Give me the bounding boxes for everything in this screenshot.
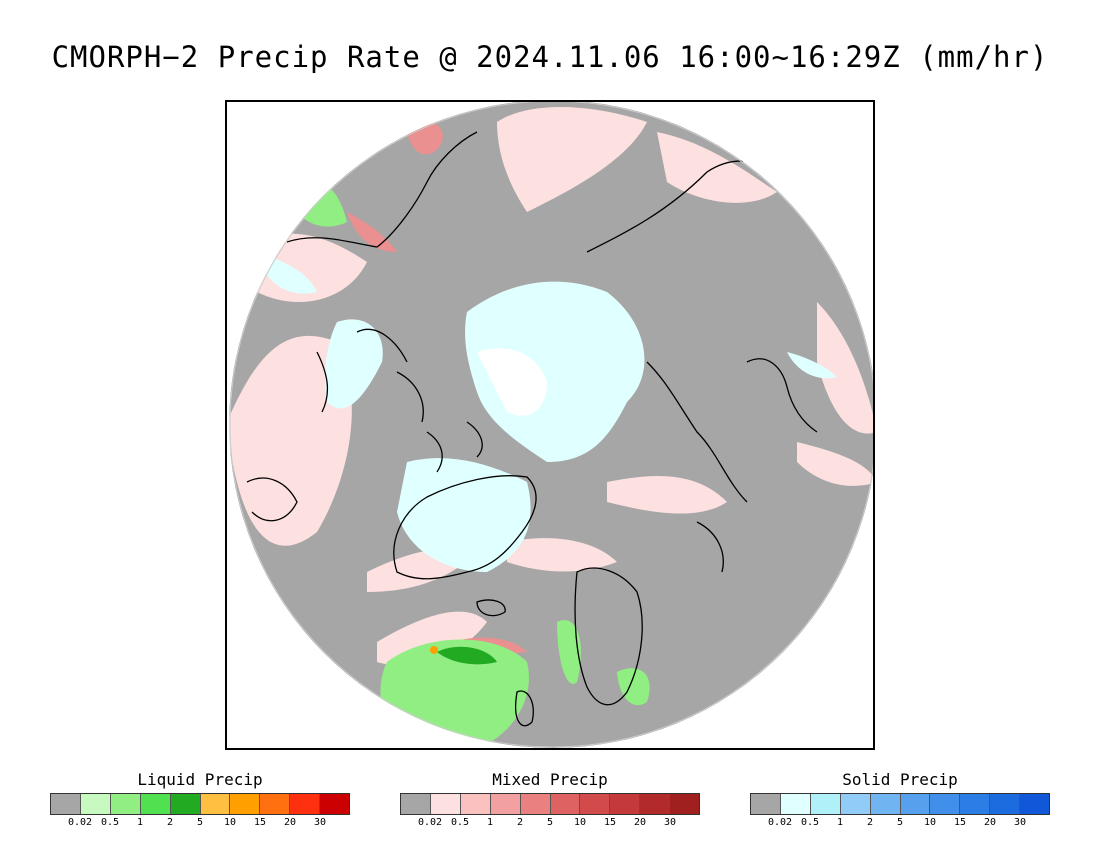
legend-tick-label: 0.02 bbox=[767, 817, 793, 828]
color-bar bbox=[750, 793, 1050, 815]
tick-labels: 0.02 0.5 1 2 5 10 15 20 30 bbox=[50, 815, 350, 831]
legend-tick-label: 1 bbox=[486, 817, 494, 828]
legend-title: Solid Precip bbox=[842, 770, 958, 789]
legend-tick-label: 0.02 bbox=[67, 817, 93, 828]
legend-swatch bbox=[751, 794, 781, 814]
legend-tick-label: 0.02 bbox=[417, 817, 443, 828]
legend-solid: Solid Precip 0.02 0.5 1 2 5 10 15 20 30 bbox=[750, 770, 1050, 831]
legend-swatch bbox=[320, 794, 350, 814]
legend-tick-label: 5 bbox=[896, 817, 904, 828]
legend-swatch bbox=[401, 794, 431, 814]
tick-labels: 0.02 0.5 1 2 5 10 15 20 30 bbox=[750, 815, 1050, 831]
legend-tick-label: 1 bbox=[136, 817, 144, 828]
polar-map-svg bbox=[229, 102, 873, 748]
legend-swatch bbox=[990, 794, 1021, 814]
legend-tick-label: 20 bbox=[633, 817, 647, 828]
legend-mixed: Mixed Precip 0.02 0.5 1 2 5 10 15 20 30 bbox=[400, 770, 700, 831]
legend-tick-label: 30 bbox=[663, 817, 677, 828]
legend-swatch bbox=[200, 794, 231, 814]
map-title: CMORPH−2 Precip Rate @ 2024.11.06 16:00~… bbox=[51, 40, 1049, 74]
precip-map[interactable] bbox=[225, 100, 875, 750]
legend-tick-label: 2 bbox=[866, 817, 874, 828]
legend-swatch bbox=[550, 794, 581, 814]
alaska-coast bbox=[286, 131, 478, 248]
legend-liquid: Liquid Precip 0.02 0.5 1 2 5 10 15 20 30 bbox=[50, 770, 350, 831]
russia-north-coast bbox=[696, 358, 818, 573]
legend-tick-label: 15 bbox=[953, 817, 967, 828]
legend-swatch bbox=[490, 794, 521, 814]
legend-tick-label: 0.5 bbox=[450, 817, 470, 828]
legend-tick-label: 30 bbox=[313, 817, 327, 828]
legend-swatch bbox=[580, 794, 611, 814]
legend-tick-label: 1 bbox=[836, 817, 844, 828]
legend-swatch bbox=[780, 794, 811, 814]
legend-swatch bbox=[460, 794, 491, 814]
legend-swatch bbox=[870, 794, 901, 814]
britain-coast bbox=[515, 690, 534, 727]
scandinavia-coast bbox=[574, 567, 643, 706]
legend-tick-label: 15 bbox=[253, 817, 267, 828]
legend-swatch bbox=[170, 794, 201, 814]
greenland-coast bbox=[393, 475, 537, 580]
legend-tick-label: 15 bbox=[603, 817, 617, 828]
legend-tick-label: 20 bbox=[283, 817, 297, 828]
map-disc-edge bbox=[229, 102, 873, 748]
legend-swatch bbox=[960, 794, 991, 814]
polar-data-gap bbox=[477, 348, 547, 416]
legend-title: Liquid Precip bbox=[137, 770, 263, 789]
liquid-precip-heavy bbox=[430, 646, 438, 654]
legend-tick-label: 5 bbox=[196, 817, 204, 828]
legend-tick-label: 20 bbox=[983, 817, 997, 828]
legend-swatch bbox=[610, 794, 641, 814]
canada-archipelago bbox=[316, 328, 483, 473]
legend-tick-label: 10 bbox=[923, 817, 937, 828]
legend-swatch bbox=[900, 794, 931, 814]
legend-swatch bbox=[930, 794, 961, 814]
iceland-coast bbox=[476, 599, 506, 617]
legend-swatch bbox=[140, 794, 171, 814]
tick-labels: 0.02 0.5 1 2 5 10 15 20 30 bbox=[400, 815, 700, 831]
legend-tick-label: 2 bbox=[166, 817, 174, 828]
color-bar bbox=[400, 793, 700, 815]
legend-tick-label: 5 bbox=[546, 817, 554, 828]
legend-swatch bbox=[520, 794, 551, 814]
color-bar bbox=[50, 793, 350, 815]
legend-swatch bbox=[430, 794, 461, 814]
legend-swatch bbox=[840, 794, 871, 814]
legend-title: Mixed Precip bbox=[492, 770, 608, 789]
hudson-bay-coast bbox=[246, 477, 298, 522]
legend-swatch bbox=[260, 794, 291, 814]
legend-tick-label: 0.5 bbox=[800, 817, 820, 828]
legend-swatch bbox=[810, 794, 841, 814]
legend-swatch bbox=[230, 794, 261, 814]
liquid-precip-moderate bbox=[437, 646, 497, 665]
legend-tick-label: 2 bbox=[516, 817, 524, 828]
legend-swatch bbox=[110, 794, 141, 814]
legend-tick-label: 0.5 bbox=[100, 817, 120, 828]
legend-swatch bbox=[51, 794, 81, 814]
legend-tick-label: 30 bbox=[1013, 817, 1027, 828]
legend-swatch bbox=[290, 794, 321, 814]
legend-tick-label: 10 bbox=[223, 817, 237, 828]
legend-tick-label: 10 bbox=[573, 817, 587, 828]
legend-swatch bbox=[640, 794, 671, 814]
legend-swatch bbox=[670, 794, 700, 814]
legend-swatch bbox=[80, 794, 111, 814]
legend-swatch bbox=[1020, 794, 1050, 814]
